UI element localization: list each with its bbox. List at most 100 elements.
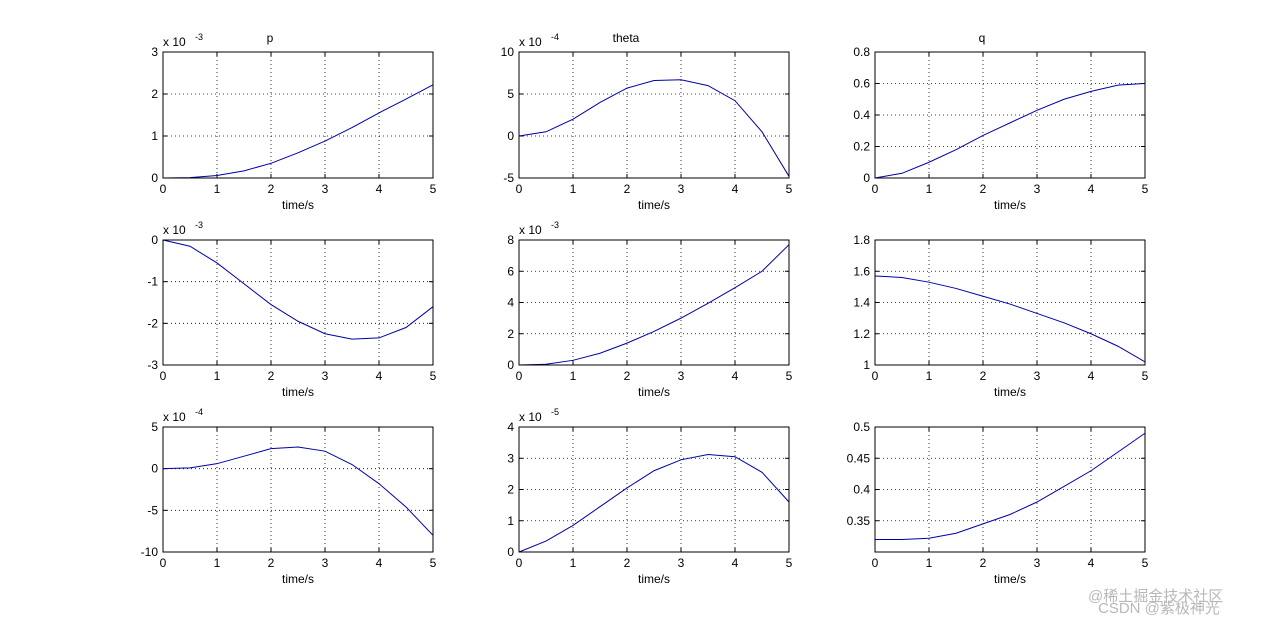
x-tick-label: 1	[570, 556, 577, 570]
plot-frame	[162, 239, 434, 366]
y-tick-label: 1	[151, 129, 158, 143]
x-tick-label: 4	[1088, 182, 1095, 196]
x-tick-label: 2	[980, 369, 987, 383]
y-tick-label: 0	[507, 545, 514, 559]
x-tick-label: 4	[732, 182, 739, 196]
x-tick-label: 5	[786, 556, 793, 570]
y-tick-label: -5	[503, 171, 514, 185]
subplot-title: p	[267, 31, 274, 45]
y-tick-label: 3	[507, 451, 514, 465]
scale-exponent: -3	[551, 220, 559, 230]
x-tick-label: 3	[678, 369, 685, 383]
y-tick-label: 0.35	[847, 514, 871, 528]
x-axis-label: time/s	[282, 572, 314, 586]
y-tick-label: 1.2	[853, 327, 870, 341]
x-tick-label: 2	[268, 556, 275, 570]
x-tick-label: 1	[926, 369, 933, 383]
y-tick-label: 0	[507, 129, 514, 143]
x-tick-label: 3	[1034, 182, 1041, 196]
plot-frame	[518, 51, 790, 179]
x-axis-label: time/s	[282, 198, 314, 212]
x-tick-label: 0	[516, 182, 523, 196]
scale-label: x 10	[163, 223, 186, 237]
x-tick-label: 5	[1142, 369, 1149, 383]
x-tick-label: 1	[926, 556, 933, 570]
y-tick-label: 1.4	[853, 296, 870, 310]
x-tick-label: 3	[322, 369, 329, 383]
x-tick-label: 1	[926, 182, 933, 196]
data-line	[162, 239, 434, 340]
y-tick-label: 10	[501, 45, 515, 59]
x-tick-label: 4	[732, 556, 739, 570]
x-tick-label: 2	[624, 556, 631, 570]
x-tick-label: 1	[214, 556, 221, 570]
x-tick-label: 4	[1088, 556, 1095, 570]
data-line	[162, 446, 434, 536]
x-tick-label: 3	[1034, 369, 1041, 383]
x-tick-label: 4	[376, 556, 383, 570]
y-tick-label: 0.5	[853, 420, 870, 434]
x-tick-label: 4	[376, 182, 383, 196]
x-tick-label: 0	[516, 369, 523, 383]
plot-frame	[518, 239, 790, 366]
data-line	[518, 244, 790, 366]
data-line	[874, 275, 1146, 363]
plot-frame	[162, 426, 434, 553]
plot-frame	[874, 51, 1146, 179]
x-tick-label: 0	[872, 182, 879, 196]
y-tick-label: -1	[147, 275, 158, 289]
y-tick-label: 2	[507, 483, 514, 497]
x-tick-label: 1	[214, 369, 221, 383]
x-tick-label: 2	[624, 182, 631, 196]
scale-exponent: -3	[195, 220, 203, 230]
x-tick-label: 5	[430, 369, 437, 383]
y-tick-label: 0.4	[853, 108, 870, 122]
plot-area	[519, 52, 789, 178]
plot-frame	[518, 426, 790, 553]
x-tick-label: 0	[160, 556, 167, 570]
y-tick-label: 1.8	[853, 233, 870, 247]
y-tick-label: -5	[147, 503, 158, 517]
subplot-title: q	[979, 31, 986, 45]
watermark: @稀土掘金技术社区	[1088, 588, 1223, 605]
x-tick-label: 5	[430, 182, 437, 196]
plot-frame	[874, 426, 1146, 553]
x-tick-label: 5	[430, 556, 437, 570]
scale-exponent: -3	[195, 32, 203, 42]
y-tick-label: 1	[507, 514, 514, 528]
x-tick-label: 1	[214, 182, 221, 196]
x-tick-label: 5	[1142, 182, 1149, 196]
y-tick-label: 4	[507, 420, 514, 434]
x-axis-label: time/s	[638, 385, 670, 399]
x-tick-label: 1	[570, 369, 577, 383]
x-tick-label: 3	[322, 182, 329, 196]
x-tick-label: 3	[678, 182, 685, 196]
y-tick-label: 5	[151, 420, 158, 434]
x-tick-label: 2	[624, 369, 631, 383]
scale-exponent: -5	[551, 407, 559, 417]
y-tick-label: 0	[151, 233, 158, 247]
y-tick-label: 0	[507, 358, 514, 372]
y-tick-label: -10	[141, 545, 159, 559]
y-tick-label: 0.8	[853, 45, 870, 59]
y-tick-label: -3	[147, 358, 158, 372]
x-tick-label: 4	[732, 369, 739, 383]
x-axis-label: time/s	[994, 385, 1026, 399]
watermark: CSDN @紫极神光	[1098, 600, 1220, 617]
x-tick-label: 2	[268, 369, 275, 383]
y-tick-label: 8	[507, 233, 514, 247]
x-tick-label: 0	[160, 369, 167, 383]
y-tick-label: 0.6	[853, 77, 870, 91]
x-tick-label: 3	[1034, 556, 1041, 570]
y-tick-label: 0	[151, 171, 158, 185]
x-axis-label: time/s	[638, 572, 670, 586]
plot-frame	[162, 51, 434, 179]
x-tick-label: 0	[872, 556, 879, 570]
x-tick-label: 5	[786, 369, 793, 383]
y-tick-label: 2	[507, 327, 514, 341]
data-line	[518, 79, 790, 177]
data-line	[518, 453, 790, 553]
x-tick-label: 3	[322, 556, 329, 570]
y-tick-label: 0.45	[847, 451, 871, 465]
